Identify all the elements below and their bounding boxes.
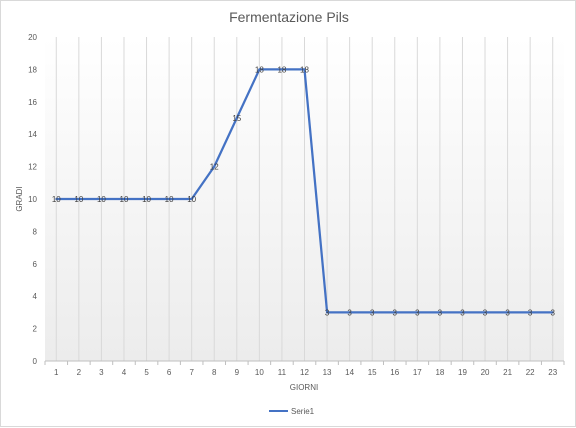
x-tick-label: 8 <box>212 368 217 377</box>
x-tick-label: 17 <box>413 368 422 377</box>
y-tick-label: 6 <box>33 260 38 269</box>
data-label: 10 <box>165 195 174 204</box>
x-tick-label: 10 <box>255 368 264 377</box>
x-tick-label: 2 <box>77 368 82 377</box>
x-tick-label: 5 <box>144 368 149 377</box>
x-tick-label: 9 <box>235 368 240 377</box>
data-point <box>393 311 396 314</box>
data-label: 18 <box>300 65 309 74</box>
y-tick-label: 0 <box>33 357 38 366</box>
data-point <box>55 198 58 200</box>
data-point <box>371 311 374 314</box>
data-label: 10 <box>187 195 196 204</box>
data-point <box>461 311 464 314</box>
x-tick-label: 13 <box>323 368 332 377</box>
x-tick-label: 6 <box>167 368 172 377</box>
data-point <box>326 311 329 314</box>
y-axis-title: GRADI <box>15 186 24 211</box>
data-point <box>100 198 103 200</box>
data-label: 3 <box>393 308 398 317</box>
x-tick-label: 7 <box>189 368 194 377</box>
x-tick-label: 15 <box>368 368 377 377</box>
data-point <box>145 198 148 200</box>
data-label: 3 <box>483 308 488 317</box>
data-point <box>280 68 283 71</box>
data-label: 10 <box>52 195 61 204</box>
data-label: 3 <box>550 308 555 317</box>
data-label: 3 <box>347 308 352 317</box>
y-tick-label: 10 <box>28 195 37 204</box>
data-label: 3 <box>460 308 465 317</box>
data-label: 15 <box>232 114 241 123</box>
legend: Serie1 <box>269 407 315 416</box>
data-label: 18 <box>255 65 264 74</box>
data-label: 3 <box>505 308 510 317</box>
data-label: 3 <box>415 308 420 317</box>
data-point <box>303 68 306 71</box>
data-label: 10 <box>97 195 106 204</box>
data-label: 3 <box>528 308 533 317</box>
data-point <box>168 198 171 200</box>
data-label: 10 <box>74 195 83 204</box>
x-tick-label: 12 <box>300 368 309 377</box>
data-point <box>416 311 419 314</box>
y-tick-label: 8 <box>33 227 38 236</box>
x-tick-label: 22 <box>526 368 535 377</box>
x-tick-label: 11 <box>278 368 287 377</box>
data-point <box>506 311 509 314</box>
data-label: 10 <box>120 195 129 204</box>
legend-label: Serie1 <box>291 407 315 416</box>
data-point <box>77 198 80 200</box>
data-point <box>529 311 532 314</box>
data-label: 3 <box>438 308 443 317</box>
x-tick-label: 21 <box>503 368 512 377</box>
x-tick-label: 3 <box>99 368 104 377</box>
data-point <box>258 68 261 71</box>
data-label: 18 <box>277 65 286 74</box>
data-point <box>190 198 193 200</box>
y-tick-label: 14 <box>28 130 37 139</box>
x-tick-label: 4 <box>122 368 127 377</box>
y-tick-label: 12 <box>28 163 37 172</box>
x-tick-label: 19 <box>458 368 467 377</box>
y-tick-label: 18 <box>28 65 37 74</box>
data-label: 3 <box>370 308 375 317</box>
data-point <box>122 198 125 200</box>
data-point <box>551 311 554 314</box>
y-tick-label: 20 <box>28 33 37 42</box>
data-point <box>438 311 441 314</box>
y-tick-label: 4 <box>33 292 38 301</box>
x-tick-label: 14 <box>345 368 354 377</box>
data-point <box>484 311 487 314</box>
x-tick-label: 23 <box>548 368 557 377</box>
data-label: 12 <box>210 163 219 172</box>
y-tick-label: 16 <box>28 98 37 107</box>
x-axis-title: GIORNI <box>290 383 318 392</box>
data-point <box>235 117 238 119</box>
x-tick-label: 1 <box>54 368 59 377</box>
y-tick-label: 2 <box>33 325 38 334</box>
data-point <box>348 311 351 314</box>
x-tick-label: 20 <box>481 368 490 377</box>
x-tick-label: 18 <box>435 368 444 377</box>
x-tick-label: 16 <box>390 368 399 377</box>
data-label: 10 <box>142 195 151 204</box>
chart-title: Fermentazione Pils <box>229 9 349 25</box>
data-point <box>213 165 216 168</box>
data-label: 3 <box>325 308 330 317</box>
